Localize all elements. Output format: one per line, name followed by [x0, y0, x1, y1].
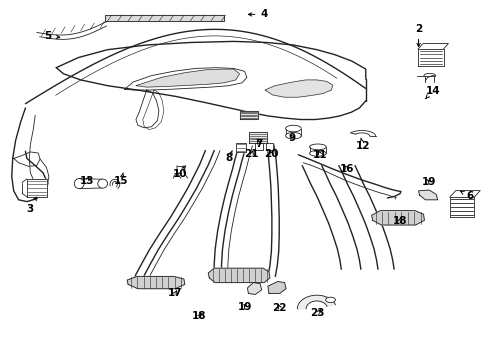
Text: 20: 20 [264, 149, 278, 159]
Text: 23: 23 [310, 308, 325, 318]
Ellipse shape [285, 125, 301, 132]
Polygon shape [417, 44, 447, 49]
Ellipse shape [74, 179, 84, 189]
Text: 2: 2 [414, 24, 421, 46]
Polygon shape [418, 190, 437, 200]
Polygon shape [417, 49, 443, 66]
Polygon shape [136, 69, 239, 87]
Polygon shape [265, 143, 273, 150]
Text: 15: 15 [114, 173, 128, 186]
Text: 19: 19 [421, 177, 436, 187]
Ellipse shape [285, 132, 301, 139]
Ellipse shape [309, 150, 325, 156]
Polygon shape [127, 276, 184, 289]
Text: 18: 18 [192, 311, 206, 321]
Text: 18: 18 [392, 216, 407, 226]
Text: 6: 6 [460, 191, 473, 201]
Polygon shape [27, 179, 47, 197]
Text: 10: 10 [172, 166, 187, 179]
Text: 19: 19 [238, 302, 252, 312]
Text: 13: 13 [80, 176, 94, 186]
Text: 17: 17 [167, 288, 182, 298]
Text: 11: 11 [312, 150, 327, 160]
Text: 7: 7 [255, 139, 263, 149]
Text: 16: 16 [339, 164, 354, 174]
Ellipse shape [325, 297, 335, 302]
Polygon shape [449, 197, 473, 217]
Polygon shape [255, 143, 263, 150]
Polygon shape [239, 111, 258, 119]
Text: 12: 12 [355, 138, 369, 151]
Ellipse shape [98, 179, 107, 188]
Polygon shape [297, 295, 335, 309]
Text: 8: 8 [225, 150, 232, 163]
Polygon shape [249, 132, 266, 143]
Text: 5: 5 [44, 31, 60, 41]
Text: 21: 21 [244, 149, 259, 159]
Text: 3: 3 [27, 197, 36, 214]
Ellipse shape [309, 144, 325, 150]
Text: 4: 4 [248, 9, 267, 19]
Polygon shape [105, 15, 224, 21]
Polygon shape [371, 211, 424, 225]
Polygon shape [208, 268, 269, 283]
Text: 9: 9 [288, 132, 295, 143]
Polygon shape [264, 80, 332, 97]
Text: 14: 14 [425, 86, 439, 99]
Polygon shape [247, 283, 261, 294]
Polygon shape [235, 143, 246, 152]
Text: 22: 22 [272, 303, 286, 313]
Polygon shape [267, 282, 285, 293]
